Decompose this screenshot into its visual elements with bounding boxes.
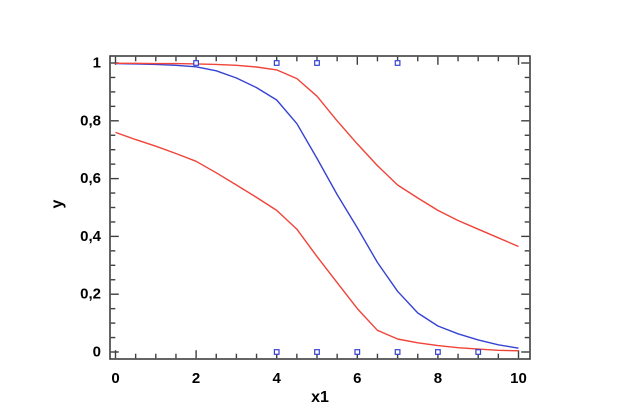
y-tick-label: 0,8 <box>80 112 101 129</box>
y-axis-title: y <box>49 199 66 208</box>
x-tick-label: 10 <box>510 370 527 387</box>
x-tick-label: 8 <box>434 370 442 387</box>
x-tick-label: 0 <box>111 370 119 387</box>
data-point-marker <box>193 60 200 66</box>
data-point-marker <box>314 60 320 66</box>
lower-confidence-band <box>115 131 519 352</box>
data-point-marker <box>354 349 361 355</box>
y-tick-label: 0,6 <box>80 170 101 187</box>
data-series <box>115 60 519 355</box>
data-point-marker <box>394 60 401 66</box>
y-tick-label: 1 <box>93 55 101 72</box>
x-tick-label: 6 <box>353 370 361 387</box>
data-point-marker <box>475 349 482 355</box>
upper-confidence-band <box>115 62 519 248</box>
y-tick-label: 0 <box>93 344 101 361</box>
binary-observations <box>193 60 482 355</box>
plot-frame <box>109 55 531 360</box>
fitted-probability-curve <box>115 62 519 349</box>
frame-rect <box>109 55 531 360</box>
data-point-marker <box>273 60 280 66</box>
data-point-marker <box>435 349 441 355</box>
x-axis-title: x1 <box>311 389 329 406</box>
tick-labels: 0 2 4 6 8 10 0 0,2 0,4 0,6 0,8 1 <box>80 55 527 388</box>
y-tick-label: 0,2 <box>80 286 101 303</box>
x-tick-label: 2 <box>192 370 200 387</box>
data-point-marker <box>394 349 401 355</box>
y-tick-label: 0,4 <box>80 228 102 245</box>
data-point-marker <box>314 349 320 355</box>
data-point-marker <box>273 349 280 355</box>
x-tick-label: 4 <box>273 370 282 387</box>
axis-ticks <box>110 56 530 359</box>
